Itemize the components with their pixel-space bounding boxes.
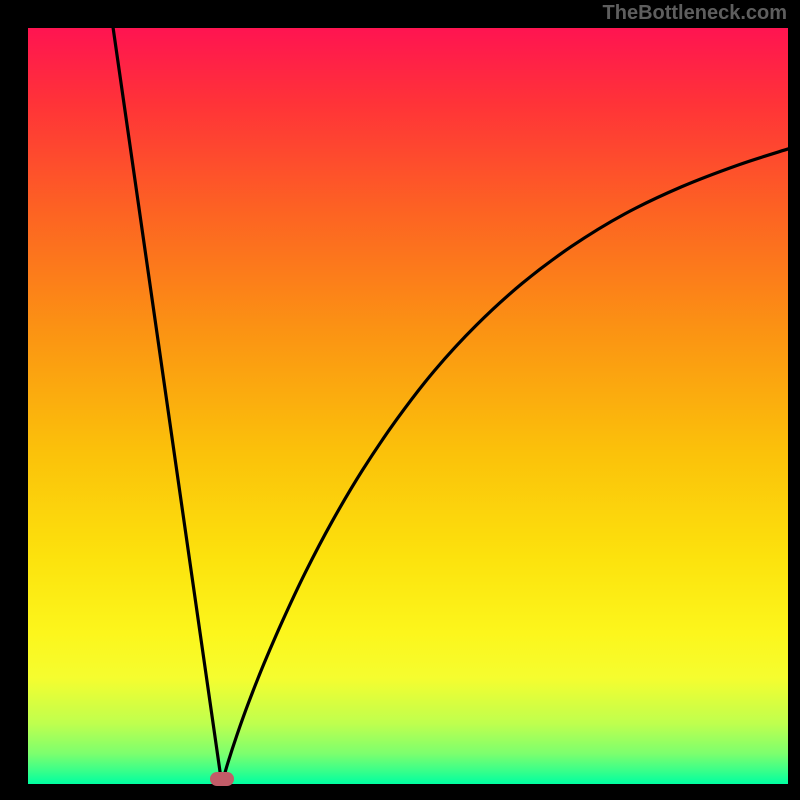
- minimum-marker: [208, 770, 236, 788]
- chart-container: TheBottleneck.com: [0, 0, 800, 800]
- watermark-text: TheBottleneck.com: [603, 2, 787, 25]
- gradient-background: [28, 28, 788, 784]
